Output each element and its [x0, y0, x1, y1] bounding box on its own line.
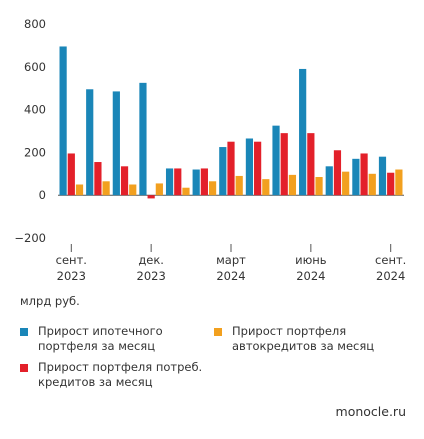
unit-label: млрд руб.: [20, 294, 80, 308]
bar-series-2-month-4: [147, 195, 155, 199]
legend-swatch-auto: [214, 328, 222, 336]
x-tick-label-year: 2023: [137, 269, 166, 283]
bar-series-2-month-3: [120, 166, 129, 196]
bar-chart: −200 0 200 400 600 800 сент. 2023 дек. 2023 март 20…: [14, 17, 406, 283]
bar-series-2-month-12: [360, 153, 368, 196]
x-tick-label-year: 2024: [296, 269, 325, 283]
bar-series-2-month-9: [280, 133, 288, 196]
bar-series-2-month-2: [94, 162, 102, 196]
bar-series-3-month-3: [129, 184, 137, 196]
bar-series-3-month-10: [315, 177, 323, 196]
bar-series-3-month-12: [368, 173, 376, 196]
bar-series-3-month-1: [75, 184, 84, 196]
x-tick-label-year: 2024: [376, 269, 405, 283]
legend-label-auto: Прирост портфеля автокредитов за месяц: [232, 324, 375, 353]
bar-series-1-month-9: [272, 125, 280, 196]
bar-series-2-month-6: [200, 168, 208, 196]
x-tick-label-year: 2023: [57, 269, 86, 283]
bar-series-3-month-7: [235, 175, 243, 196]
bar-series-3-month-5: [182, 187, 190, 196]
bar-series-2-month-7: [227, 141, 235, 196]
legend-item-auto: Прирост портфеля автокредитов за месяц: [214, 324, 414, 354]
bar-series-3-month-9: [288, 174, 297, 196]
source-label: monocle.ru: [335, 404, 406, 419]
y-tick-label: −200: [14, 231, 46, 245]
bar-series-3-month-8: [262, 179, 270, 196]
bar-series-1-month-7: [219, 147, 227, 196]
bar-series-3-month-6: [208, 181, 217, 196]
legend-swatch-mortgage: [20, 328, 28, 336]
bar-series-3-month-13: [395, 169, 403, 196]
bar-series-2-month-8: [254, 141, 262, 196]
bar-series-2-month-1: [67, 153, 75, 196]
bar-series-1-month-3: [112, 91, 120, 196]
bar-series-1-month-10: [299, 68, 307, 196]
bar-series-3-month-2: [102, 181, 110, 196]
bar-series-1-month-5: [165, 168, 174, 196]
bar-series-1-month-1: [59, 46, 67, 196]
bar-series-1-month-13: [378, 156, 387, 196]
bar-series-3-month-11: [342, 171, 350, 196]
bar-series-2-month-5: [174, 168, 182, 196]
bar-series-3-month-4: [155, 183, 163, 196]
x-tick-label-month: сент.: [56, 253, 87, 267]
bar-series-1-month-4: [139, 82, 147, 196]
x-tick-label-month: дек.: [138, 253, 164, 267]
legend-label-mortgage: Прирост ипотечного портфеля за месяц: [38, 324, 163, 353]
y-tick-label: 400: [24, 103, 46, 117]
x-tick-label-month: сент.: [375, 253, 406, 267]
bar-series-1-month-6: [192, 169, 200, 196]
bar-series-2-month-13: [387, 172, 395, 196]
bar-series-1-month-12: [352, 158, 360, 196]
legend-item-mortgage: Прирост ипотечного портфеля за месяц: [20, 324, 210, 354]
bar-series-1-month-8: [245, 138, 254, 196]
y-tick-label: 200: [24, 145, 46, 159]
x-tick-label-month: март: [216, 253, 246, 267]
bar-series-1-month-2: [86, 89, 94, 196]
x-tick-label-year: 2024: [216, 269, 245, 283]
bar-series-2-month-11: [333, 150, 342, 196]
legend-label-consumer: Прирост портфеля потреб. кредитов за мес…: [38, 360, 203, 389]
legend-item-consumer: Прирост портфеля потреб. кредитов за мес…: [20, 360, 210, 390]
y-tick-label: 600: [24, 60, 46, 74]
legend-swatch-consumer: [20, 364, 28, 372]
bar-series-2-month-10: [307, 133, 315, 196]
y-tick-label: 0: [39, 188, 46, 202]
y-tick-label: 800: [24, 17, 46, 31]
bar-series-1-month-11: [325, 166, 333, 196]
x-tick-label-month: июнь: [295, 253, 327, 267]
